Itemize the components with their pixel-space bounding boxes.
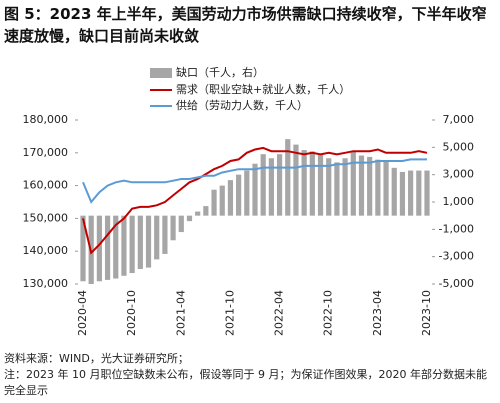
bar: [285, 139, 291, 216]
bar: [260, 154, 266, 216]
x-tick-label: 2021-04: [174, 290, 187, 336]
bar: [391, 167, 397, 216]
y-tick-label: 170,000: [23, 146, 69, 159]
footnote: 注：2023 年 10 月职位空缺数未公布，假设等同于 9 月；为保证作图效果，…: [4, 368, 487, 397]
bar: [227, 180, 234, 216]
y2-tick-label: 7,000: [443, 113, 475, 126]
bar: [408, 170, 414, 216]
bar: [317, 154, 324, 216]
y-tick-label: 160,000: [23, 179, 69, 192]
bar: [276, 154, 283, 216]
y2-tick-label: 1,000: [443, 195, 475, 208]
y2-tick-label: 5,000: [443, 140, 475, 153]
y-tick-label: 180,000: [23, 113, 69, 126]
bar: [252, 163, 258, 216]
bar: [170, 215, 176, 241]
bar: [367, 156, 373, 216]
bar: [162, 215, 168, 254]
bar: [186, 215, 193, 222]
bar: [301, 150, 307, 216]
bar: [121, 215, 127, 276]
y-tick-label: 150,000: [23, 211, 69, 224]
bar: [195, 211, 201, 216]
bar: [244, 170, 250, 216]
line: [82, 158, 427, 204]
bar: [350, 151, 356, 216]
bar: [309, 151, 315, 216]
legend-label: 供给（劳动力人数，千人）: [176, 98, 308, 112]
bar: [293, 144, 299, 216]
bar: [268, 158, 274, 216]
x-tick-label: 2020-10: [125, 290, 138, 336]
y2-tick-label: -3,000: [439, 250, 474, 263]
bar: [383, 161, 389, 216]
bar: [399, 171, 406, 216]
chart: 130,000 140,000 150,000 160,000 170,000 180,0…: [23, 65, 475, 336]
y2-tick-label: -5,000: [439, 277, 474, 290]
legend-swatch: [150, 68, 172, 78]
bar: [96, 215, 102, 282]
bar: [104, 215, 111, 280]
y2-tick-label: 3,000: [443, 168, 475, 181]
bar: [375, 159, 381, 216]
line: [82, 146, 428, 255]
bar: [113, 215, 119, 279]
x-tick-label: 2022-04: [273, 290, 286, 336]
y2-tick-label: -1,000: [439, 222, 474, 235]
chart-title: 图 5：2023 年上半年，美国劳动力市场供需缺口持续收窄，下半年收窄速度放慢，…: [4, 5, 487, 45]
bar: [203, 206, 209, 216]
legend-label: 需求（职业空缺+就业人数，千人）: [176, 82, 350, 96]
bar: [80, 215, 86, 282]
bar: [219, 185, 225, 216]
source-note: 资料来源：WIND，光大证券研究所；: [4, 352, 189, 365]
bar: [236, 174, 242, 216]
bar: [424, 170, 430, 216]
bar: [145, 215, 152, 268]
y-tick-label: 130,000: [23, 277, 69, 290]
bar: [342, 158, 348, 216]
y-tick-label: 140,000: [23, 244, 69, 257]
bar: [326, 158, 332, 216]
x-tick-label: 2021-10: [223, 290, 236, 336]
legend-label: 缺口（千人，右）: [176, 65, 264, 79]
bar: [211, 189, 217, 216]
bar: [154, 215, 160, 260]
x-tick-label: 2023-04: [371, 290, 384, 336]
x-tick-label: 2023-10: [420, 290, 433, 336]
bar: [178, 215, 184, 233]
bar: [334, 162, 340, 216]
bar: [137, 215, 143, 269]
bar: [129, 215, 135, 274]
bar: [358, 155, 365, 216]
bar: [416, 170, 422, 216]
x-tick-label: 2020-04: [76, 290, 89, 336]
x-tick-label: 2022-10: [322, 290, 335, 336]
